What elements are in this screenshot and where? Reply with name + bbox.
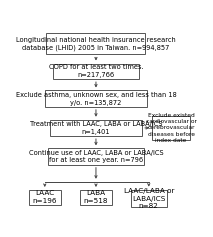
FancyBboxPatch shape: [50, 120, 142, 136]
FancyBboxPatch shape: [46, 33, 145, 55]
Text: COPD for at least two times.
n=217,766: COPD for at least two times. n=217,766: [49, 64, 143, 78]
FancyBboxPatch shape: [45, 91, 147, 107]
Text: Treatment with LAAC, LABA or LABA/ICS
n=1,401: Treatment with LAAC, LABA or LABA/ICS n=…: [30, 121, 162, 135]
Text: Longitudinal national health insurance research
database (LHID) 2005 in Taiwan. : Longitudinal national health insurance r…: [16, 37, 176, 51]
Text: Exclude existed
cardiovascular or
cerebrovascular
diseases before
index date: Exclude existed cardiovascular or cerebr…: [146, 113, 197, 143]
FancyBboxPatch shape: [53, 64, 139, 79]
FancyBboxPatch shape: [29, 190, 61, 205]
FancyBboxPatch shape: [131, 190, 167, 207]
Text: Exclude asthma, unknown sex, and less than 18
y/o. n=135,872: Exclude asthma, unknown sex, and less th…: [16, 92, 176, 105]
Text: LAAC
n=196: LAAC n=196: [33, 190, 57, 204]
Text: Continue use of LAAC, LABA or LABA/ICS
for at least one year. n=796: Continue use of LAAC, LABA or LABA/ICS f…: [29, 150, 163, 164]
Text: LABA
n=518: LABA n=518: [84, 190, 108, 204]
Text: LAAC/LABA or
LABA/ICS
n=82: LAAC/LABA or LABA/ICS n=82: [124, 188, 174, 209]
FancyBboxPatch shape: [80, 190, 112, 205]
FancyBboxPatch shape: [152, 116, 190, 140]
FancyBboxPatch shape: [48, 148, 144, 165]
